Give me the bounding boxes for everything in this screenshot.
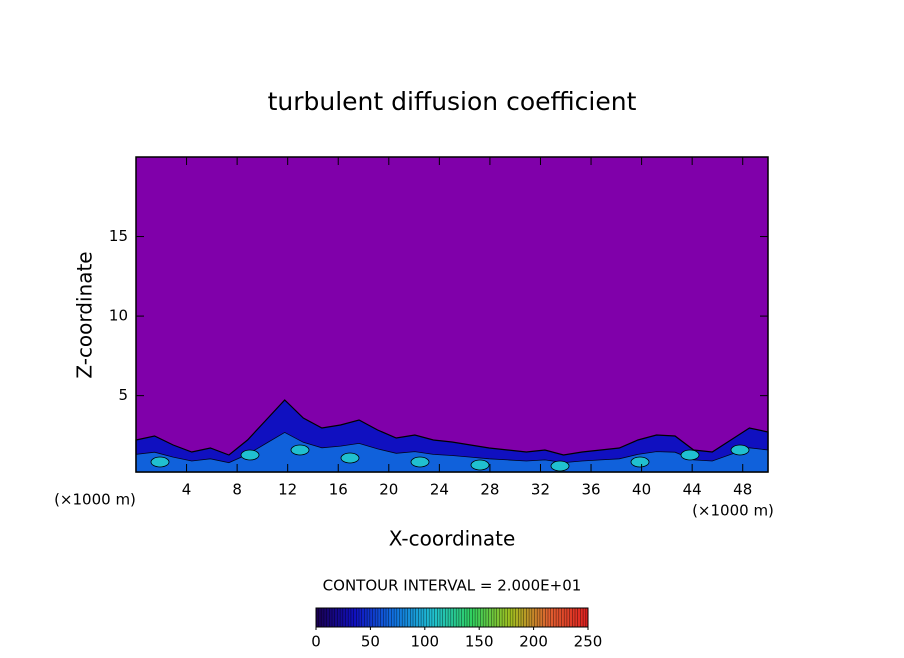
turbulent-eddy	[290, 444, 310, 456]
field-background	[136, 157, 768, 472]
turbulent-eddy	[340, 452, 360, 464]
x-tick-label: 32	[531, 481, 550, 499]
x-tick-label: 44	[683, 481, 702, 499]
y-unit-label: (×1000 m)	[54, 491, 136, 509]
x-tick-label: 28	[480, 481, 499, 499]
y-axis-label: Z-coordinate	[73, 251, 97, 378]
colorbar	[315, 607, 589, 628]
x-tick-label: 40	[632, 481, 651, 499]
chart-title: turbulent diffusion coefficient	[268, 87, 637, 116]
y-tick-label: 5	[118, 386, 128, 404]
x-tick-label: 12	[278, 481, 297, 499]
colorbar-tick-label: 50	[361, 633, 380, 651]
x-tick-label: 48	[733, 481, 752, 499]
plot-frame	[135, 156, 769, 473]
turbulent-eddy	[630, 456, 650, 468]
colorbar-tick-label: 100	[410, 633, 439, 651]
x-tick-label: 20	[379, 481, 398, 499]
x-tick-label: 4	[182, 481, 192, 499]
turbulent-eddy	[730, 444, 750, 456]
colorbar-tick-label: 0	[311, 633, 321, 651]
colorbar-tick-label: 250	[574, 633, 603, 651]
x-tick-label: 24	[430, 481, 449, 499]
contour-interval: CONTOUR INTERVAL = 2.000E+01	[323, 577, 582, 595]
y-tick-label: 10	[109, 307, 128, 325]
x-axis-label: X-coordinate	[389, 527, 516, 551]
x-tick-label: 36	[581, 481, 600, 499]
x-tick-label: 16	[329, 481, 348, 499]
turbulent-eddy	[680, 449, 700, 461]
colorbar-tick-label: 200	[519, 633, 548, 651]
x-tick-label: 8	[232, 481, 242, 499]
turbulent-eddy	[410, 456, 430, 468]
x-unit-label: (×1000 m)	[692, 502, 774, 520]
turbulent-eddy	[240, 449, 260, 461]
turbulent-eddy	[150, 456, 170, 468]
colorbar-tick-label: 150	[465, 633, 494, 651]
y-tick-label: 15	[109, 227, 128, 245]
turbulent-eddy	[550, 460, 570, 472]
turbulent-eddy	[470, 459, 490, 471]
